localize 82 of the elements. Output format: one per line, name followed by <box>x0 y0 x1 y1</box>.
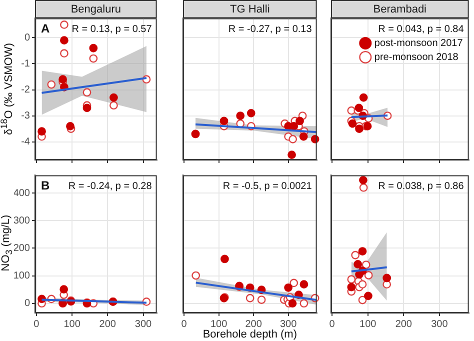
x-tick-label: 200 <box>395 318 412 330</box>
point <box>359 176 368 184</box>
x-tick-label: 200 <box>99 318 116 330</box>
x-tick-label: 100 <box>360 318 377 330</box>
point <box>60 49 68 58</box>
point <box>382 274 392 282</box>
point <box>300 299 308 308</box>
point <box>60 36 68 45</box>
point <box>347 275 356 284</box>
point <box>347 282 356 292</box>
point <box>364 292 372 300</box>
chart-title: Berambadi <box>373 4 426 16</box>
point <box>89 44 98 52</box>
y-tick-label: 100 <box>13 270 30 282</box>
x-tick-label: 0 <box>181 318 188 330</box>
point <box>58 75 67 84</box>
chart-title: TG Halli <box>230 4 270 16</box>
point <box>300 280 308 289</box>
x-tick-label: 300 <box>134 318 152 330</box>
y-tick-label: 200 <box>13 242 30 254</box>
point <box>348 119 357 128</box>
x-tick-label: 100 <box>210 318 228 330</box>
point <box>192 271 200 280</box>
point <box>359 93 368 102</box>
y-tick-label: -3 <box>21 110 30 122</box>
chart-title: Bengaluru <box>70 4 121 16</box>
point <box>354 104 364 112</box>
x-tick-label: 0 <box>34 318 40 330</box>
point <box>60 20 68 29</box>
point <box>82 88 92 97</box>
point <box>220 116 228 126</box>
point <box>66 122 74 130</box>
point <box>358 280 367 289</box>
point <box>358 247 367 256</box>
point <box>47 80 56 89</box>
annotation: R = 0.13, p = 0.57 <box>72 24 152 35</box>
point <box>362 260 370 269</box>
y-tick-label: 0 <box>24 298 30 310</box>
x-tick-label: 200 <box>245 318 262 330</box>
point <box>284 283 293 292</box>
point <box>358 296 367 304</box>
point <box>246 108 256 118</box>
point <box>82 104 92 112</box>
x-tick-label: 300 <box>431 318 448 330</box>
legend-label: post-monsoon 2017 <box>374 38 464 49</box>
point <box>355 124 364 133</box>
annotation: B <box>41 178 50 193</box>
point <box>246 294 254 302</box>
point <box>110 93 118 102</box>
annotation: R = -0.5, p = 0.0021 <box>222 180 312 192</box>
point <box>236 112 245 120</box>
point <box>354 260 362 268</box>
x-tick-label: 100 <box>64 318 81 330</box>
annotation: A <box>41 22 50 36</box>
point <box>296 116 304 126</box>
point <box>60 285 68 294</box>
y-tick-label: 0 <box>24 32 30 44</box>
annotation: R = -0.27, p = 0.13 <box>228 24 312 35</box>
legend-label: pre-monsoon 2018 <box>374 52 459 63</box>
y-tick-label: 300 <box>13 215 30 226</box>
point <box>257 296 266 304</box>
x-tick-label: 300 <box>280 318 298 330</box>
x-tick-label: 0 <box>329 318 336 330</box>
x-axis-title: Borehole depth (m) <box>202 328 297 340</box>
annotation: R = 0.043, p = 0.84 <box>378 24 464 35</box>
point <box>288 299 297 308</box>
point <box>359 183 368 192</box>
point <box>110 101 118 110</box>
y-tick-label: -4 <box>21 136 30 148</box>
point <box>351 250 360 260</box>
annotation: R = -0.24, p = 0.28 <box>68 180 152 192</box>
point <box>38 127 46 136</box>
y-tick-label: -2 <box>21 84 30 96</box>
point <box>290 278 298 288</box>
y-tick-label: -1 <box>21 58 30 70</box>
point <box>89 54 98 63</box>
point <box>220 254 229 264</box>
point <box>288 134 298 144</box>
annotation: R = 0.038, p = 0.86 <box>378 180 464 192</box>
point <box>288 150 296 159</box>
point <box>299 132 308 141</box>
point <box>364 271 373 280</box>
